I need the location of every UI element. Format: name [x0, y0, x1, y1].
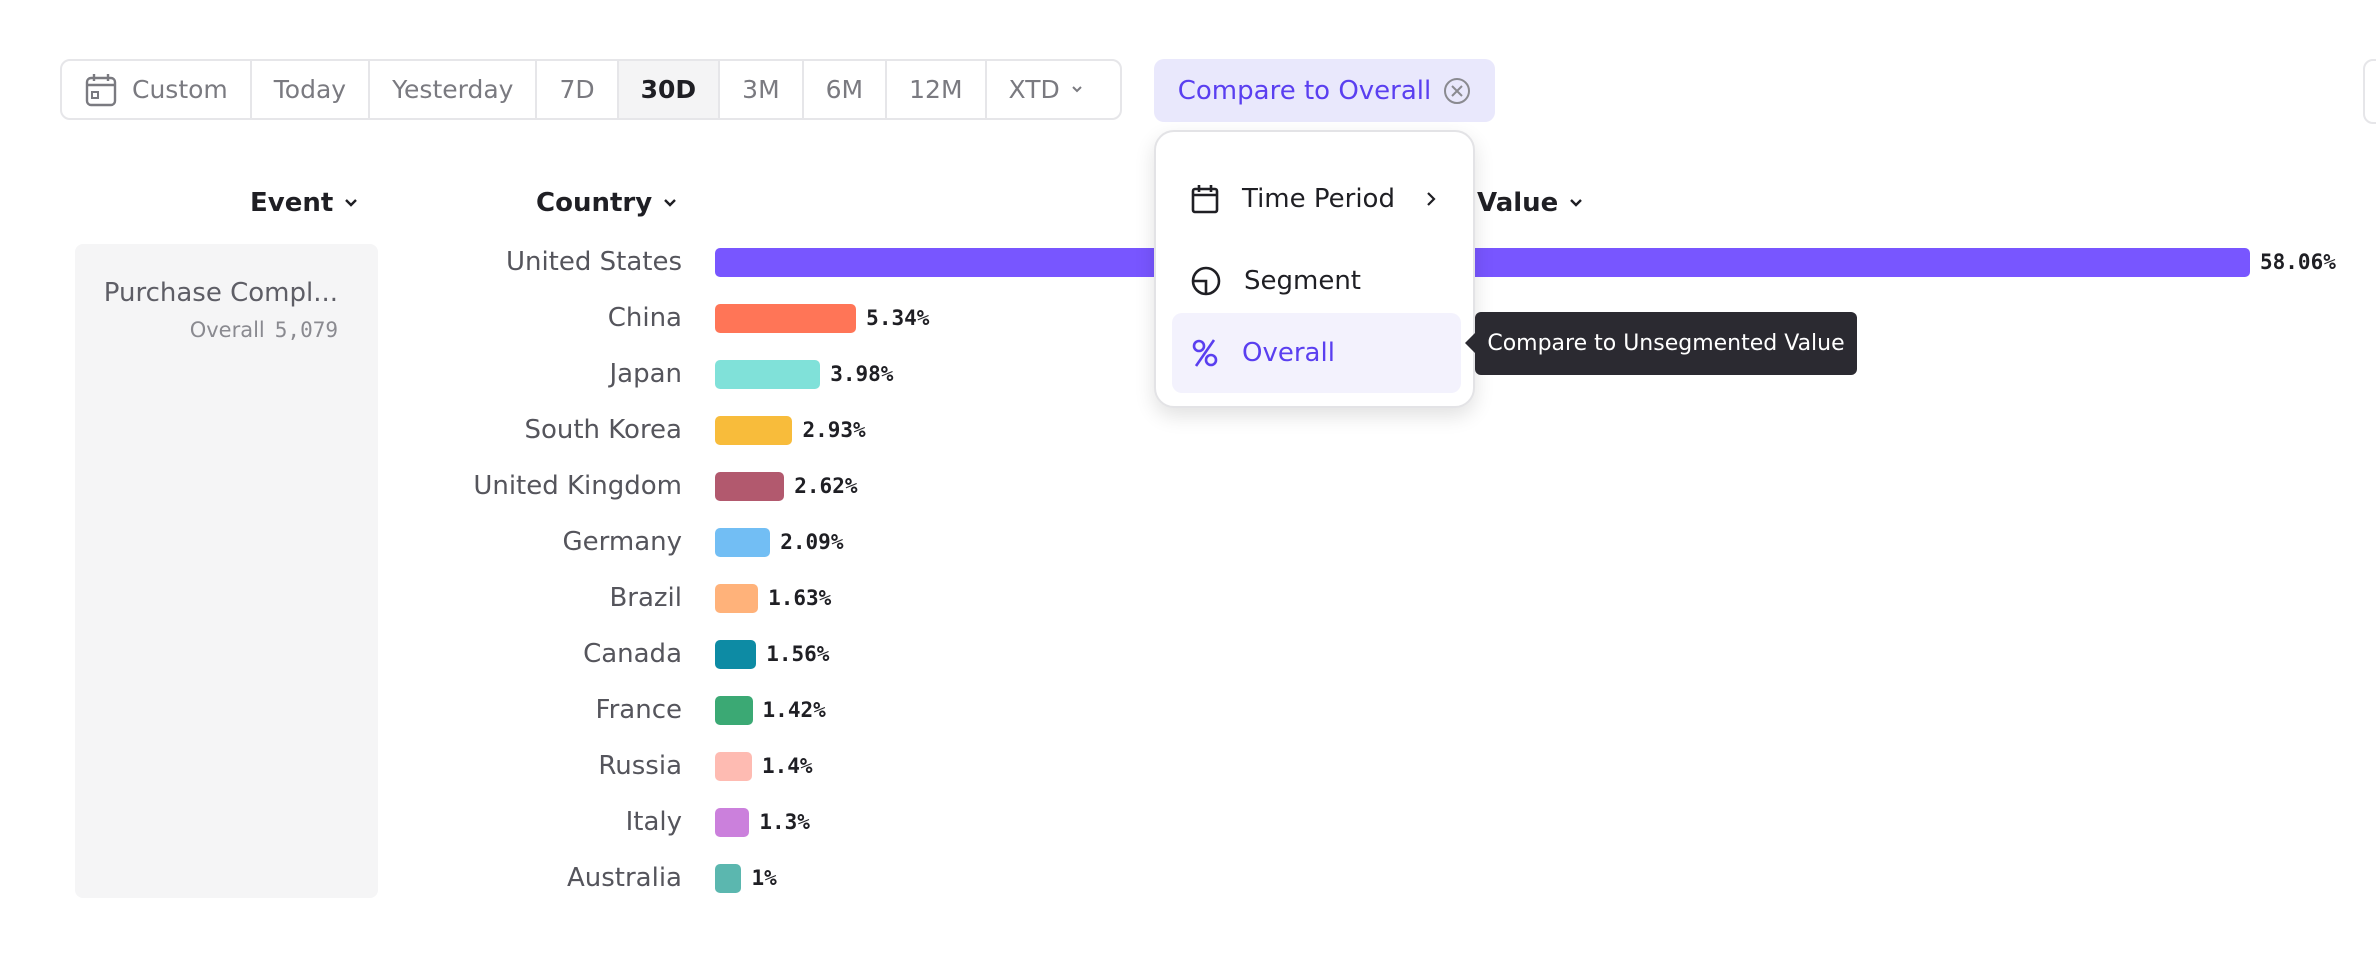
bar[interactable] [715, 584, 759, 613]
event-header-label: Event [250, 188, 334, 218]
range-button-xtd[interactable]: XTD [987, 61, 1120, 118]
country-label: Japan [609, 359, 682, 389]
range-button-30d[interactable]: 30D [618, 61, 721, 118]
range-button-12m[interactable]: 12M [887, 61, 987, 118]
range-button-custom[interactable]: Custom [62, 61, 252, 118]
bar-value-label: 2.09% [780, 530, 844, 554]
range-button-label: 3M [742, 75, 780, 104]
event-panel[interactable]: Purchase Compl... Overall 5,079 [75, 244, 378, 898]
country-label: Canada [583, 639, 682, 669]
chevron-down-icon [1570, 199, 1583, 207]
range-button-label: 30D [640, 75, 697, 104]
calendar-icon [85, 73, 117, 106]
bar-value-label: 1.63% [768, 586, 832, 610]
bar[interactable] [715, 416, 793, 445]
range-button-label: 12M [909, 75, 963, 104]
bar[interactable] [715, 696, 753, 725]
bar[interactable] [715, 640, 757, 669]
bar-value-label: 1.56% [766, 642, 830, 666]
event-header[interactable]: Event [250, 188, 359, 218]
menu-item-label: Time Period [1242, 184, 1395, 214]
compare-label: Compare to Overall [1177, 75, 1432, 106]
bar[interactable] [715, 864, 742, 893]
bar[interactable] [715, 472, 785, 501]
bar-value-label: 1.4% [762, 754, 813, 778]
bar[interactable] [715, 808, 750, 837]
country-label: Russia [598, 751, 682, 781]
event-name: Purchase Compl... [103, 278, 338, 308]
event-overall: Overall 5,079 [190, 318, 338, 342]
value-header[interactable]: Value [1477, 188, 1584, 218]
toolbar-right-control[interactable] [2363, 59, 2376, 124]
bar-value-label: 1% [751, 866, 777, 890]
menu-item-label: Overall [1242, 338, 1335, 368]
country-label: Brazil [609, 583, 682, 613]
compare-to-overall-button[interactable]: Compare to Overall [1154, 59, 1495, 122]
country-header[interactable]: Country [536, 188, 678, 218]
country-header-label: Country [536, 188, 653, 218]
compare-menu: Time Period Segment Overall [1154, 130, 1475, 408]
bar-value-label: 2.93% [802, 418, 866, 442]
calendar-icon [1191, 185, 1219, 214]
percent-icon [1192, 339, 1218, 367]
chevron-down-icon [345, 199, 358, 207]
menu-item-segment[interactable]: Segment [1172, 241, 1461, 321]
country-label: China [607, 303, 682, 333]
bar-value-label: 58.06% [2260, 250, 2336, 274]
bar-value-label: 1.3% [759, 810, 810, 834]
bar[interactable] [715, 304, 857, 333]
tooltip: Compare to Unsegmented Value [1465, 312, 1857, 375]
bar-value-label: 2.62% [794, 474, 858, 498]
country-label: United States [505, 247, 682, 277]
menu-item-time-period[interactable]: Time Period [1172, 159, 1461, 239]
range-button-label: 7D [559, 75, 595, 104]
event-overall-label: Overall [189, 318, 265, 342]
range-button-today[interactable]: Today [252, 61, 371, 118]
country-label: France [595, 695, 682, 725]
range-button-label: Today [273, 75, 347, 104]
close-circle-icon[interactable] [1443, 77, 1471, 105]
range-button-3m[interactable]: 3M [720, 61, 804, 118]
menu-item-label: Segment [1244, 266, 1361, 296]
range-button-label: 6M [825, 75, 864, 104]
bar[interactable] [715, 752, 752, 781]
segment-pie-icon [1191, 266, 1221, 296]
country-label: Italy [625, 807, 682, 837]
event-overall-value: 5,079 [274, 318, 338, 342]
country-label: Australia [566, 863, 682, 893]
country-label: United Kingdom [473, 471, 682, 501]
chevron-right-icon [1427, 192, 1436, 206]
range-button-7d[interactable]: 7D [537, 61, 619, 118]
bar-value-label: 3.98% [830, 362, 894, 386]
menu-item-overall[interactable]: Overall [1172, 313, 1461, 393]
bar-value-label: 5.34% [866, 306, 930, 330]
bar[interactable] [715, 528, 771, 557]
range-button-6m[interactable]: 6M [804, 61, 888, 118]
bar[interactable] [715, 360, 821, 389]
range-button-label: Yesterday [392, 75, 514, 104]
range-button-label: XTD [1008, 75, 1060, 104]
date-range-toolbar: Custom Today Yesterday 7D 30D 3M 6M 12M XTD [60, 59, 1122, 120]
chevron-down-icon [1072, 85, 1082, 92]
country-label: Germany [562, 527, 682, 557]
country-label: South Korea [524, 415, 682, 445]
bar-value-label: 1.42% [762, 698, 826, 722]
range-button-label: Custom [132, 75, 228, 104]
chevron-down-icon [664, 199, 677, 207]
bar[interactable] [715, 248, 2250, 277]
range-button-yesterday[interactable]: Yesterday [370, 61, 538, 118]
value-header-label: Value [1477, 188, 1559, 218]
